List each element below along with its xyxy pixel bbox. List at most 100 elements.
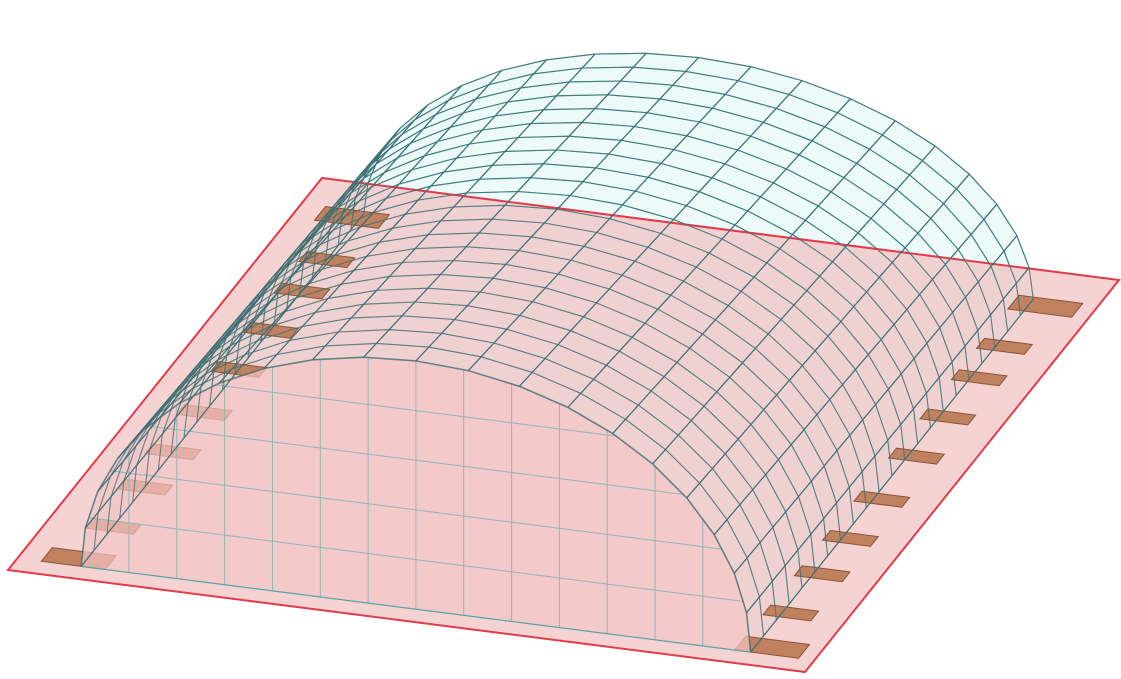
vault-panel [776, 94, 838, 127]
vault-panel [712, 94, 777, 123]
vault-panel [402, 100, 449, 135]
vault-panel [430, 165, 493, 187]
vault-panel [479, 163, 544, 180]
vault-panel [824, 112, 883, 150]
vault-panel [581, 108, 648, 127]
vault-panel [922, 146, 970, 189]
vault-panel [449, 70, 502, 100]
vault-panel [488, 59, 547, 85]
vault-panel [543, 94, 608, 110]
vault-panel [410, 113, 464, 144]
vault-panel [456, 137, 518, 158]
right-pad [919, 408, 977, 426]
vault-panel [725, 80, 790, 109]
vault-panel [530, 108, 595, 124]
vault-panel [737, 136, 800, 169]
vault-rib-front [273, 149, 944, 412]
vault-panel [661, 149, 725, 178]
vault-panel [569, 122, 635, 141]
vault-panel [673, 135, 738, 164]
vault-panel [943, 188, 984, 235]
vault-panel [414, 85, 462, 120]
vault-panel [869, 135, 923, 175]
vault-panel [856, 149, 910, 190]
vault-panel [495, 95, 557, 116]
vault-panel [384, 141, 438, 173]
vault-panel [482, 109, 544, 130]
vault-panel [508, 81, 570, 102]
vault-panel [397, 127, 451, 158]
vault-rib-front [363, 52, 1034, 300]
vault-panel [533, 54, 596, 74]
vault-panel [371, 155, 425, 187]
vault-panel [570, 181, 636, 205]
vault-panel [595, 154, 661, 178]
vault-panel [789, 80, 851, 113]
front-beam [148, 425, 684, 495]
vault-panel [917, 218, 959, 265]
front-beam [109, 470, 723, 550]
vault-panel [363, 143, 411, 179]
vault-panel [672, 71, 738, 95]
vault-panel [556, 81, 621, 96]
right-pad [887, 447, 946, 465]
vault-rib-front [260, 163, 932, 428]
vault-panel [466, 177, 531, 193]
vault-panel [505, 136, 570, 152]
vault-rib-front [286, 135, 957, 396]
vault-panel [518, 122, 582, 138]
vault-panel [799, 140, 857, 178]
vault-panel [635, 177, 700, 206]
vault-panel [699, 177, 761, 211]
vault-panel [520, 68, 583, 88]
vault-panel [389, 114, 437, 149]
vault-rib-front [247, 177, 919, 444]
vault-panel [594, 94, 660, 113]
right-pad [853, 490, 911, 508]
right-pad [762, 604, 820, 622]
vault-panel [686, 191, 748, 225]
vault-panel [622, 191, 687, 220]
vault-panel [818, 191, 871, 233]
vault-panel [805, 206, 859, 248]
vault-panel [443, 151, 506, 173]
vault-panel [724, 150, 787, 183]
vault-panel [436, 84, 489, 115]
vault-panel [530, 163, 596, 182]
vault-panel [750, 122, 812, 155]
vault-panel [760, 182, 819, 221]
vault-panel [411, 144, 470, 170]
vault-panel [648, 163, 712, 192]
vault-panel [747, 196, 806, 235]
vault-panel [837, 98, 896, 135]
vault-panel [569, 67, 634, 82]
vault-panel [831, 177, 884, 219]
vault-panel [620, 67, 686, 86]
vault-panel [983, 204, 1017, 252]
right-pad [975, 337, 1034, 355]
vault-panel [871, 203, 918, 248]
vault-panel [582, 53, 647, 68]
vault-panel [633, 53, 699, 72]
vault-panel [763, 108, 825, 141]
vault-panel [634, 112, 700, 136]
vault-panel [621, 126, 687, 150]
vault-panel [437, 115, 496, 142]
right-pad [1006, 294, 1084, 318]
vault-panel [686, 122, 751, 150]
vault-panel [556, 136, 622, 155]
vault-panel [543, 150, 609, 168]
vault-panel [882, 120, 936, 161]
vault-panel [712, 163, 774, 197]
vault-panel [909, 160, 957, 204]
vault-panel [786, 154, 844, 192]
vault-panel [607, 81, 673, 99]
vault-panel [685, 57, 751, 81]
front-sill [81, 565, 751, 653]
vault-panel [971, 219, 1004, 267]
vault-panel [424, 130, 483, 156]
vault-panel [399, 158, 457, 185]
right-pad [821, 529, 880, 547]
